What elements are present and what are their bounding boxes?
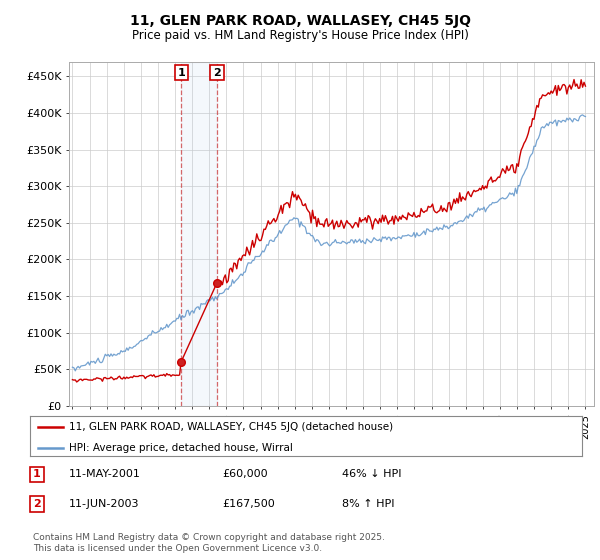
Bar	[181, 62, 217, 406]
Text: 46% ↓ HPI: 46% ↓ HPI	[342, 469, 401, 479]
Text: 11-JUN-2003: 11-JUN-2003	[69, 499, 139, 509]
Text: 1: 1	[178, 68, 185, 78]
Text: 11, GLEN PARK ROAD, WALLASEY, CH45 5JQ: 11, GLEN PARK ROAD, WALLASEY, CH45 5JQ	[130, 14, 470, 28]
Text: Contains HM Land Registry data © Crown copyright and database right 2025.
This d: Contains HM Land Registry data © Crown c…	[33, 533, 385, 553]
Text: 8% ↑ HPI: 8% ↑ HPI	[342, 499, 395, 509]
Text: 1: 1	[33, 469, 41, 479]
Text: 2: 2	[213, 68, 221, 78]
Text: 11-MAY-2001: 11-MAY-2001	[69, 469, 141, 479]
Text: £60,000: £60,000	[222, 469, 268, 479]
Text: 2: 2	[33, 499, 41, 509]
Text: HPI: Average price, detached house, Wirral: HPI: Average price, detached house, Wirr…	[68, 442, 293, 452]
Text: 11, GLEN PARK ROAD, WALLASEY, CH45 5JQ (detached house): 11, GLEN PARK ROAD, WALLASEY, CH45 5JQ (…	[68, 422, 393, 432]
Text: £167,500: £167,500	[222, 499, 275, 509]
Text: Price paid vs. HM Land Registry's House Price Index (HPI): Price paid vs. HM Land Registry's House …	[131, 29, 469, 42]
